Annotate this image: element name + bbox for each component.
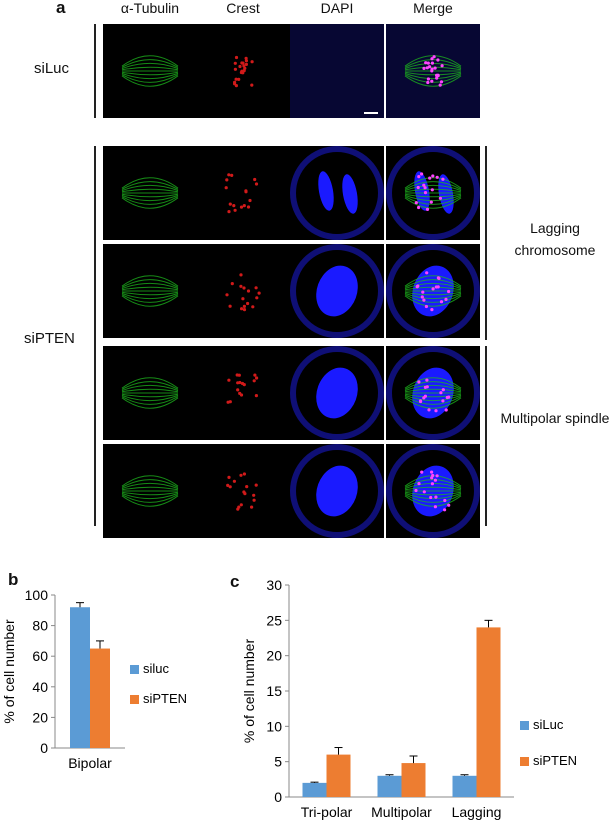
micrograph-image <box>290 444 384 538</box>
y-axis-label: % of cell number <box>241 639 257 744</box>
y-tick-label: 60 <box>32 648 48 664</box>
legend-swatch <box>520 721 529 730</box>
y-tick-label: 0 <box>274 789 282 805</box>
legend-label: siPTEN <box>143 691 187 706</box>
x-category-label: Lagging <box>452 804 502 820</box>
row-label-siluc: siLuc <box>34 60 70 77</box>
micrograph-tile <box>103 146 197 240</box>
legend-label: siPTEN <box>533 753 577 768</box>
legend-swatch <box>520 757 529 766</box>
y-tick-label: 40 <box>32 679 48 695</box>
legend-label: siluc <box>143 661 170 676</box>
panel-c-letter: c <box>230 572 240 591</box>
legend-swatch <box>130 695 139 704</box>
x-category-label: Bipolar <box>68 755 112 771</box>
column-header-dapi: DAPI <box>320 0 354 16</box>
micrograph-image <box>233 55 254 88</box>
micrograph-tile <box>386 244 480 338</box>
y-axis-label: % of cell number <box>1 619 17 724</box>
micrograph-tile <box>196 244 290 338</box>
x-category-label: Tri-polar <box>301 804 353 820</box>
micrograph-tile <box>386 346 480 440</box>
micrograph-tile <box>196 346 290 440</box>
micrograph-image <box>121 55 179 87</box>
sipten-bracket <box>94 146 96 526</box>
micrograph-image <box>386 146 480 240</box>
bar <box>377 775 402 797</box>
micrograph-image <box>386 24 480 118</box>
bar <box>476 627 501 797</box>
annotation-lagging-chromosome: Lagging chromosome <box>514 220 596 258</box>
micrograph-image <box>121 377 179 409</box>
column-header-tubulin: α-Tubulin <box>120 0 180 16</box>
micrograph-tile <box>290 444 384 538</box>
siluc-bracket <box>94 24 96 118</box>
y-tick-label: 100 <box>25 587 49 603</box>
y-tick-label: 80 <box>32 618 48 634</box>
chart-bipolar: 0 20 40 60 80 100 % of cell number Bipolar siluc… <box>1 587 187 771</box>
micrograph-tile <box>103 444 197 538</box>
micrograph-image <box>386 444 480 538</box>
bar <box>90 648 110 748</box>
micrograph-tile <box>196 146 290 240</box>
y-tick-label: 0 <box>40 740 48 756</box>
y-tick-label: 10 <box>266 718 282 734</box>
y-tick-label: 20 <box>32 709 48 725</box>
lagging-bracket <box>485 146 487 340</box>
micrograph-tile <box>290 244 384 338</box>
micrograph-image <box>386 244 480 338</box>
legend-label: siLuc <box>533 717 564 732</box>
micrograph-tile <box>290 24 384 118</box>
y-tick-label: 15 <box>266 683 282 699</box>
column-header-merge: Merge <box>413 0 453 16</box>
micrograph-tile <box>103 244 197 338</box>
y-tick-label: 25 <box>266 612 282 628</box>
micrograph-tile <box>386 444 480 538</box>
chart-abnormalities: 0 5 10 15 20 25 30 % of cell number Tri-polar Mul… <box>241 577 577 825</box>
x-category-label: Multipolar <box>371 804 432 820</box>
micrograph-image <box>290 146 384 240</box>
micrograph-image <box>121 177 179 209</box>
micrograph-tile <box>290 346 384 440</box>
micrograph-tile <box>103 346 197 440</box>
micrograph-tile <box>290 146 384 240</box>
multipolar-bracket <box>485 346 487 526</box>
bar <box>326 754 351 797</box>
micrograph-tile <box>196 444 290 538</box>
bar <box>70 607 90 748</box>
micrograph-image <box>226 472 258 511</box>
micrograph-tile <box>103 24 197 118</box>
micrograph-image <box>290 346 384 440</box>
micrograph-image <box>121 275 179 307</box>
micrograph-image <box>121 475 179 507</box>
y-tick-label: 20 <box>266 648 282 664</box>
micrograph-image <box>225 273 261 312</box>
y-tick-label: 5 <box>274 754 282 770</box>
panel-a-letter: a <box>56 0 66 17</box>
micrograph-tile <box>386 146 480 240</box>
bar <box>401 763 426 797</box>
annotation-multipolar-spindle: Multipolar spindle <box>500 410 610 426</box>
micrograph-image <box>226 373 259 404</box>
micrograph-tile <box>386 24 480 118</box>
micrograph-image <box>290 24 384 118</box>
panel-b-letter: b <box>8 570 19 589</box>
row-label-sipten: siPTEN <box>24 330 75 347</box>
bar <box>302 782 327 797</box>
legend-swatch <box>130 665 139 674</box>
micrograph-image <box>386 346 480 440</box>
y-tick-label: 30 <box>266 577 282 593</box>
micrograph-tile <box>196 24 290 118</box>
bar <box>452 775 477 797</box>
micrograph-image <box>290 244 384 338</box>
column-header-crest: Crest <box>226 0 260 16</box>
micrograph-image <box>224 173 259 214</box>
x-category-label: chromosome <box>436 822 517 825</box>
